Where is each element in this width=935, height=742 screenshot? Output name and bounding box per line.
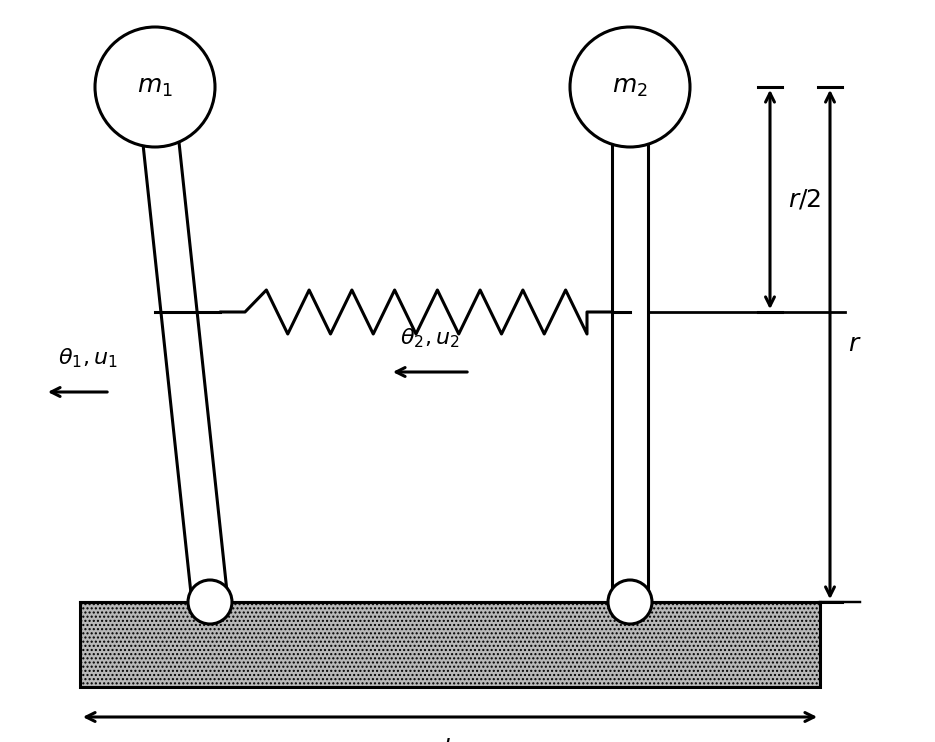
- Bar: [80, 602, 820, 687]
- Text: $r/2$: $r/2$: [788, 188, 821, 211]
- Text: $b$: $b$: [441, 739, 458, 742]
- Polygon shape: [137, 85, 228, 604]
- Text: $m_1$: $m_1$: [137, 76, 173, 99]
- Polygon shape: [612, 87, 648, 602]
- Circle shape: [570, 27, 690, 147]
- Text: $r$: $r$: [848, 333, 861, 356]
- Text: $\theta_1, u_1$: $\theta_1, u_1$: [58, 347, 118, 370]
- Text: $m_2$: $m_2$: [612, 76, 648, 99]
- Text: $\theta_2, u_2$: $\theta_2, u_2$: [400, 326, 460, 350]
- Circle shape: [95, 27, 215, 147]
- Circle shape: [188, 580, 232, 624]
- Circle shape: [608, 580, 652, 624]
